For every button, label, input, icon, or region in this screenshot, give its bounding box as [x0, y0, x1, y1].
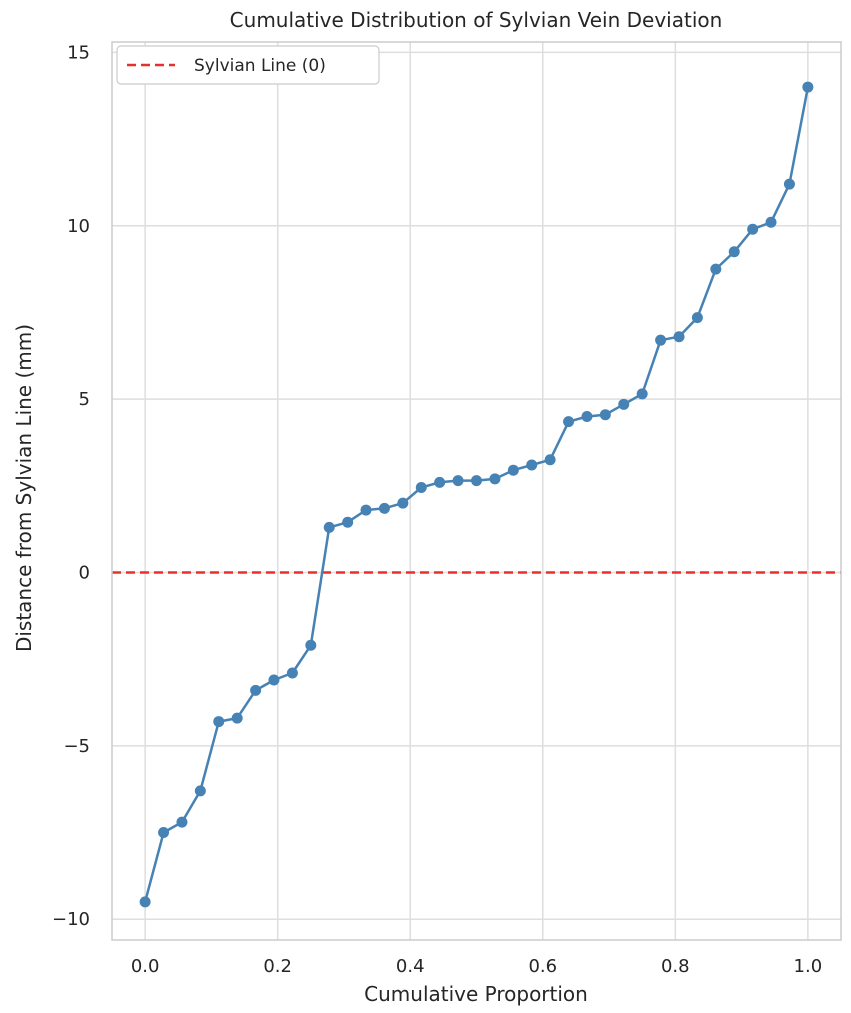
grid: [112, 42, 841, 940]
series-layer: [139, 81, 814, 908]
data-point: [268, 674, 280, 686]
y-tick-label: 10: [67, 216, 90, 237]
y-tick-label: 5: [79, 389, 90, 410]
data-point: [765, 216, 777, 228]
x-tick-label: 0.4: [396, 956, 425, 977]
y-tick-label: −5: [63, 736, 90, 757]
legend: Sylvian Line (0): [116, 45, 380, 85]
data-point: [618, 398, 630, 410]
data-point: [139, 896, 151, 908]
y-tick-label: −10: [52, 909, 90, 930]
tick-labels: 0.0 0.2 0.4 0.6 0.8 1.0 −10 −5 0 5 10 15: [52, 42, 822, 977]
data-point: [415, 482, 427, 494]
plot-frame: [111, 41, 842, 941]
data-point: [728, 246, 740, 258]
y-tick-label: 0: [79, 562, 90, 583]
data-point: [250, 684, 262, 696]
data-point: [378, 502, 390, 514]
data-point: [158, 827, 170, 839]
data-point: [581, 410, 593, 422]
data-point: [176, 816, 188, 828]
x-tick-label: 0.0: [131, 956, 160, 977]
data-point: [305, 639, 317, 651]
data-point: [397, 497, 409, 509]
data-point: [544, 454, 556, 466]
x-tick-label: 1.0: [794, 956, 823, 977]
data-point: [599, 409, 611, 421]
data-point: [691, 312, 703, 324]
data-point: [360, 504, 372, 516]
data-point: [489, 473, 501, 485]
data-point: [194, 785, 206, 797]
data-point: [342, 516, 354, 528]
data-point: [471, 475, 482, 487]
data-point: [323, 521, 335, 533]
y-tick-label: 15: [67, 42, 90, 63]
data-point: [434, 476, 446, 488]
legend-label-sylvian-line: Sylvian Line (0): [194, 56, 326, 76]
legend-box: [116, 45, 380, 85]
y-axis-label: Distance from Sylvian Line (mm): [12, 324, 36, 652]
data-point: [452, 475, 464, 487]
data-point: [783, 178, 795, 190]
data-point: [747, 223, 759, 235]
series-line: [143, 86, 810, 903]
data-point: [526, 459, 538, 471]
data-point: [286, 667, 298, 679]
data-point: [231, 712, 243, 724]
x-axis-label: Cumulative Proportion: [364, 982, 588, 1006]
x-tick-label: 0.6: [528, 956, 557, 977]
data-point: [563, 416, 575, 428]
data-point: [673, 331, 685, 343]
data-point: [213, 716, 225, 728]
data-point: [655, 334, 667, 346]
data-point: [802, 81, 814, 93]
chart-title: Cumulative Distribution of Sylvian Vein …: [230, 8, 723, 32]
data-point: [710, 263, 722, 275]
x-tick-label: 0.2: [263, 956, 292, 977]
data-point: [636, 388, 648, 400]
data-point: [507, 464, 519, 476]
x-tick-label: 0.8: [661, 956, 690, 977]
